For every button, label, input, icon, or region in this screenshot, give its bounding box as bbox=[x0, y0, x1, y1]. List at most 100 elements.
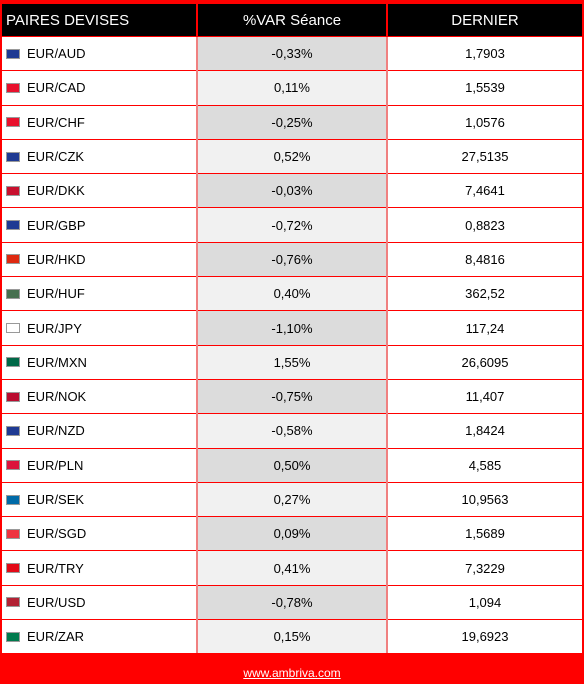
var-cell: -0,75% bbox=[196, 378, 387, 414]
table-row: EUR/NZD -0,58% 1,8424 bbox=[2, 413, 582, 449]
jp-flag-icon bbox=[6, 323, 20, 334]
last-cell: 117,24 bbox=[386, 310, 582, 346]
us-flag-icon bbox=[6, 597, 20, 608]
pair-cell: EUR/CAD bbox=[2, 70, 197, 106]
table-row: EUR/PLN 0,50% 4,585 bbox=[2, 447, 582, 483]
pair-label: EUR/MXN bbox=[27, 354, 87, 370]
var-cell: -0,33% bbox=[196, 35, 387, 71]
table-row: EUR/GBP -0,72% 0,8823 bbox=[2, 207, 582, 243]
pair-cell: EUR/SEK bbox=[2, 481, 197, 517]
pair-cell: EUR/HKD bbox=[2, 241, 197, 277]
table-header-row: PAIRES DEVISES %VAR Séance DERNIER bbox=[2, 4, 582, 37]
last-cell: 27,5135 bbox=[386, 138, 582, 174]
table-row: EUR/SGD 0,09% 1,5689 bbox=[2, 516, 582, 551]
last-cell: 10,9563 bbox=[386, 481, 582, 517]
pair-cell: EUR/DKK bbox=[2, 173, 197, 208]
pair-label: EUR/TRY bbox=[27, 560, 84, 576]
column-header-last: DERNIER bbox=[386, 4, 582, 37]
pair-label: EUR/NOK bbox=[27, 389, 87, 405]
pair-cell: EUR/AUD bbox=[2, 35, 197, 71]
pair-label: EUR/SGD bbox=[27, 526, 87, 542]
sg-flag-icon bbox=[6, 528, 20, 539]
pair-label: EUR/AUD bbox=[27, 46, 86, 62]
gb-flag-icon bbox=[6, 220, 20, 231]
pair-cell: EUR/JPY bbox=[2, 310, 197, 346]
footer: www.ambriva.com bbox=[0, 662, 584, 684]
last-cell: 362,52 bbox=[386, 276, 582, 311]
pair-cell: EUR/NOK bbox=[2, 378, 197, 414]
table-row: EUR/MXN 1,55% 26,6095 bbox=[2, 344, 582, 380]
column-header-var: %VAR Séance bbox=[196, 4, 387, 37]
table-row: EUR/CZK 0,52% 27,5135 bbox=[2, 138, 582, 174]
pair-label: EUR/CZK bbox=[27, 149, 85, 165]
hk-flag-icon bbox=[6, 254, 20, 265]
last-cell: 19,6923 bbox=[386, 619, 582, 654]
ca-flag-icon bbox=[6, 82, 20, 93]
pair-label: EUR/ZAR bbox=[27, 629, 85, 645]
pair-cell: EUR/USD bbox=[2, 584, 197, 620]
last-cell: 7,3229 bbox=[386, 550, 582, 586]
var-cell: -0,58% bbox=[196, 413, 387, 449]
pair-label: EUR/SEK bbox=[27, 492, 85, 507]
au-flag-icon bbox=[6, 48, 20, 59]
pair-label: EUR/GBP bbox=[27, 217, 86, 233]
var-cell: 1,55% bbox=[196, 344, 387, 380]
pair-label: EUR/HKD bbox=[27, 251, 86, 267]
var-cell: 0,11% bbox=[196, 70, 387, 106]
pair-cell: EUR/HUF bbox=[2, 276, 197, 311]
pair-cell: EUR/CHF bbox=[2, 104, 197, 140]
pair-cell: EUR/ZAR bbox=[2, 619, 197, 654]
table-row: EUR/USD -0,78% 1,094 bbox=[2, 584, 582, 620]
pair-cell: EUR/SGD bbox=[2, 516, 197, 551]
last-cell: 1,7903 bbox=[386, 35, 582, 71]
table-row: EUR/AUD -0,33% 1,7903 bbox=[2, 35, 582, 71]
last-cell: 11,407 bbox=[386, 378, 582, 414]
pair-label: EUR/USD bbox=[27, 594, 86, 610]
table-row: EUR/SEK 0,27% 10,9563 bbox=[2, 481, 582, 517]
last-cell: 7,4641 bbox=[386, 173, 582, 208]
var-cell: 0,09% bbox=[196, 516, 387, 551]
pair-cell: EUR/MXN bbox=[2, 344, 197, 380]
table-row: EUR/CHF -0,25% 1,0576 bbox=[2, 104, 582, 140]
pair-cell: EUR/NZD bbox=[2, 413, 197, 449]
table-row: EUR/HUF 0,40% 362,52 bbox=[2, 276, 582, 311]
dk-flag-icon bbox=[6, 185, 20, 196]
column-header-pair: PAIRES DEVISES bbox=[2, 4, 197, 37]
table-row: EUR/DKK -0,03% 7,4641 bbox=[2, 173, 582, 208]
tr-flag-icon bbox=[6, 563, 20, 574]
last-cell: 1,5689 bbox=[386, 516, 582, 551]
mx-flag-icon bbox=[6, 357, 20, 368]
var-cell: 0,27% bbox=[196, 481, 387, 517]
no-flag-icon bbox=[6, 391, 20, 402]
pair-label: EUR/CHF bbox=[27, 114, 85, 130]
website-link[interactable]: www.ambriva.com bbox=[243, 666, 341, 680]
se-flag-icon bbox=[6, 494, 20, 505]
var-cell: -0,03% bbox=[196, 173, 387, 208]
pair-cell: EUR/PLN bbox=[2, 447, 197, 483]
var-cell: -0,78% bbox=[196, 584, 387, 620]
pair-cell: EUR/CZK bbox=[2, 138, 197, 174]
var-cell: -1,10% bbox=[196, 310, 387, 346]
var-cell: -0,76% bbox=[196, 241, 387, 277]
pl-flag-icon bbox=[6, 460, 20, 471]
var-cell: 0,50% bbox=[196, 447, 387, 483]
last-cell: 1,0576 bbox=[386, 104, 582, 140]
table-row: EUR/NOK -0,75% 11,407 bbox=[2, 378, 582, 414]
nz-flag-icon bbox=[6, 425, 20, 436]
last-cell: 1,5539 bbox=[386, 70, 582, 106]
var-cell: 0,15% bbox=[196, 619, 387, 654]
pair-label: EUR/PLN bbox=[27, 457, 84, 473]
currency-pairs-table: PAIRES DEVISES %VAR Séance DERNIER EUR/A… bbox=[2, 4, 582, 654]
last-cell: 8,4816 bbox=[386, 241, 582, 277]
var-cell: -0,25% bbox=[196, 104, 387, 140]
table-row: EUR/HKD -0,76% 8,4816 bbox=[2, 241, 582, 277]
last-cell: 4,585 bbox=[386, 447, 582, 483]
var-cell: -0,72% bbox=[196, 207, 387, 243]
pair-cell: EUR/TRY bbox=[2, 550, 197, 586]
last-cell: 1,8424 bbox=[386, 413, 582, 449]
hu-flag-icon bbox=[6, 288, 20, 299]
pair-label: EUR/DKK bbox=[27, 183, 85, 199]
za-flag-icon bbox=[6, 631, 20, 642]
last-cell: 1,094 bbox=[386, 584, 582, 620]
pair-label: EUR/HUF bbox=[27, 286, 85, 302]
